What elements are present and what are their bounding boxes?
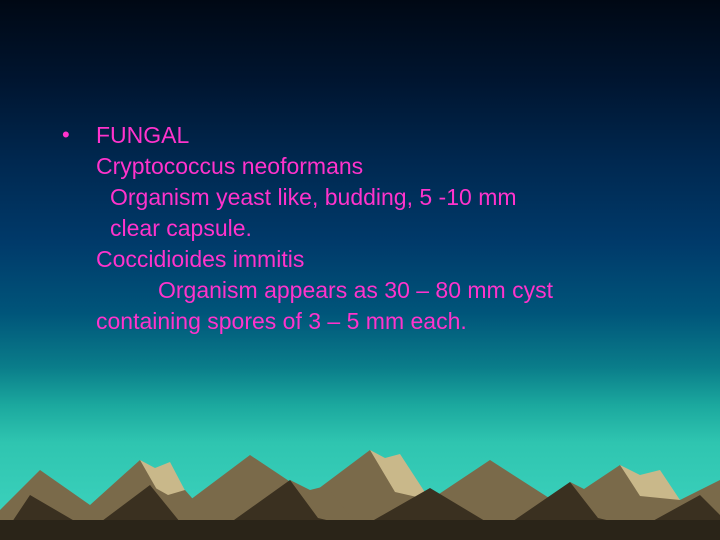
bullet-heading: FUNGAL: [96, 120, 680, 151]
bullet-item: • FUNGAL: [62, 120, 680, 151]
slide-content: • FUNGAL Cryptococcus neoformans Organis…: [62, 120, 680, 337]
slide: • FUNGAL Cryptococcus neoformans Organis…: [0, 0, 720, 540]
body-line: Organism yeast like, budding, 5 -10 mm: [62, 182, 680, 213]
body-line: Coccidioides immitis: [62, 244, 680, 275]
body-line: Organism appears as 30 – 80 mm cyst: [62, 275, 680, 306]
body-line: clear capsule.: [62, 213, 680, 244]
mountain-base: [0, 520, 720, 540]
body-line: containing spores of 3 – 5 mm each.: [62, 306, 680, 337]
mountains-decoration: [0, 400, 720, 540]
body-line: Cryptococcus neoformans: [62, 151, 680, 182]
bullet-marker: •: [62, 120, 96, 151]
